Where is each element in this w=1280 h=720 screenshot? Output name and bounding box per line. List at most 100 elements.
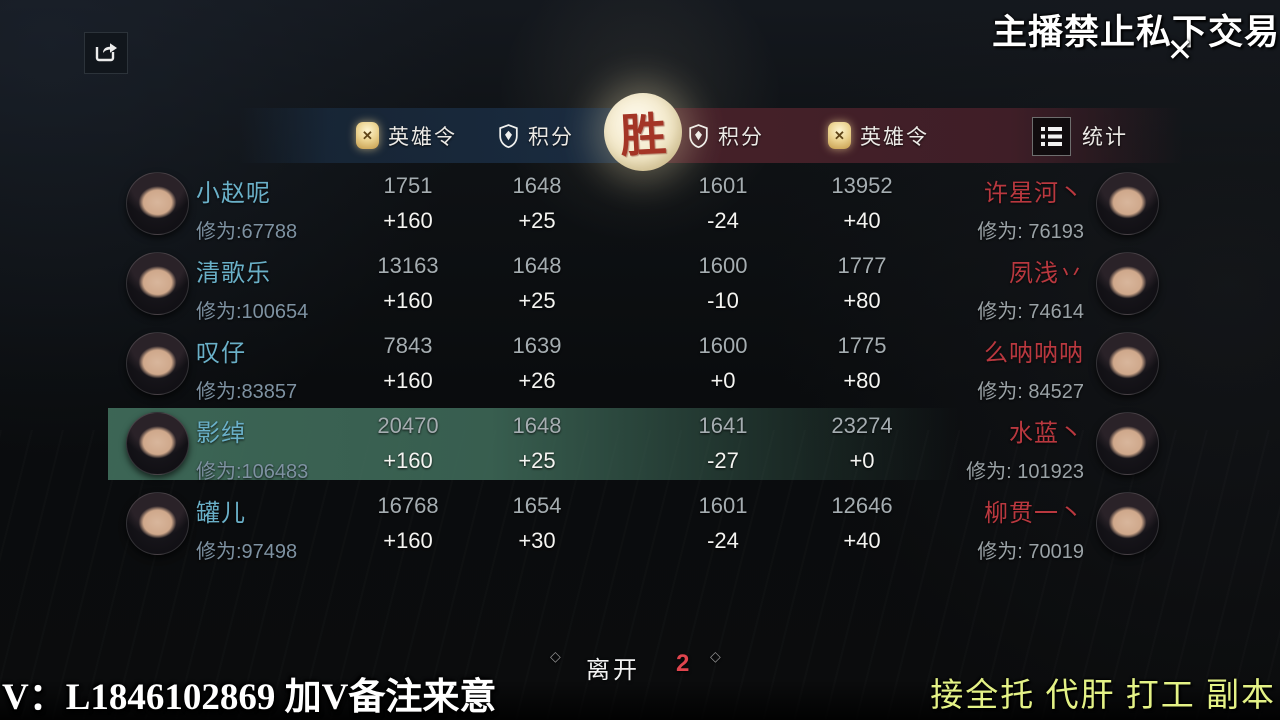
diamond-ornament: ◇	[710, 648, 721, 664]
score-row: 叹仔 修为:83857 7843 +160 1639 +26 1600 +0 1…	[108, 328, 1172, 403]
stat-value: 1601	[698, 493, 748, 518]
stat-score-left: 1639 +26	[467, 333, 607, 394]
player-avatar-left[interactable]	[126, 332, 189, 395]
stat-value: 20470	[377, 413, 439, 438]
stat-delta: -27	[707, 448, 739, 473]
stat-score-right: 1600 -10	[653, 253, 793, 314]
player-cultivation-left: 修为:83857	[196, 381, 298, 403]
stat-score-left: 1648 +25	[467, 413, 607, 474]
player-info-right: 夙浅丷 修为: 74614	[977, 253, 1084, 324]
stat-delta: +160	[383, 288, 433, 313]
stat-delta: +160	[383, 368, 433, 393]
header-label: 积分	[528, 125, 574, 149]
player-name-left: 小赵呢	[196, 180, 271, 207]
stat-value: 13163	[377, 253, 439, 278]
stat-heroic-order-right: 1777 +80	[792, 253, 932, 314]
blue-team-band	[238, 108, 643, 163]
player-avatar-left[interactable]	[126, 172, 189, 235]
player-avatar-right[interactable]	[1096, 252, 1159, 315]
stat-value: 1639	[512, 333, 562, 358]
share-icon	[93, 39, 119, 68]
player-avatar-right[interactable]	[1096, 172, 1159, 235]
stat-heroic-order-right: 23274 +0	[792, 413, 932, 474]
player-avatar-right[interactable]	[1096, 492, 1159, 555]
player-name-right: 许星河丶	[984, 180, 1084, 207]
player-avatar-left[interactable]	[126, 492, 189, 555]
stat-delta: +26	[518, 368, 556, 393]
stat-score-left: 1648 +25	[467, 173, 607, 234]
player-cultivation-right: 修为: 101923	[966, 461, 1084, 483]
stream-ad-bottom-right: 接全托 代肝 打工 副本	[930, 678, 1276, 714]
stat-value: 13952	[831, 173, 893, 198]
stream-watermark-bottom-left: V：L1846102869 加V备注来意	[2, 677, 497, 718]
heroic-order-coin-icon: ✕	[356, 122, 379, 149]
header-label: 积分	[718, 125, 764, 149]
stats-button-label: 统计	[1082, 126, 1128, 149]
stat-value: 1648	[512, 413, 562, 438]
red-team-band	[643, 108, 1183, 163]
player-avatar-left[interactable]	[126, 412, 189, 475]
player-cultivation-left: 修为:106483	[196, 461, 309, 483]
stat-heroic-order-left: 1751 +160	[338, 173, 478, 234]
stat-delta: +160	[383, 448, 433, 473]
player-name-right: 柳贯一丶	[984, 500, 1084, 527]
stat-value: 1601	[698, 173, 748, 198]
stat-heroic-order-right: 12646 +40	[792, 493, 932, 554]
stat-delta: +160	[383, 208, 433, 233]
leave-countdown: 2	[676, 650, 690, 677]
stat-value: 1600	[698, 253, 748, 278]
stat-delta: +25	[518, 288, 556, 313]
player-cultivation-left: 修为:67788	[196, 221, 298, 243]
stat-heroic-order-left: 7843 +160	[338, 333, 478, 394]
stat-delta: +80	[843, 368, 881, 393]
player-name-left: 影绰	[196, 420, 246, 447]
close-icon[interactable]: ✕	[1166, 32, 1194, 68]
player-avatar-left[interactable]	[126, 252, 189, 315]
score-header-band: ✕ 英雄令 积分 积分 ✕ 英雄令	[0, 108, 1280, 163]
stats-button[interactable]: 统计	[1032, 116, 1128, 156]
player-avatar-right[interactable]	[1096, 332, 1159, 395]
heroic-order-coin-icon: ✕	[828, 122, 851, 149]
player-info-left: 叹仔 修为:83857	[196, 333, 297, 404]
stat-value: 12646	[831, 493, 893, 518]
score-shield-icon	[498, 123, 519, 149]
stat-delta: +0	[710, 368, 736, 393]
player-name-left: 清歌乐	[196, 260, 271, 287]
stat-heroic-order-left: 16768 +160	[338, 493, 478, 554]
player-name-left: 罐儿	[196, 500, 246, 527]
player-name-left: 叹仔	[196, 340, 246, 367]
player-info-right: 许星河丶 修为: 76193	[977, 173, 1084, 244]
player-cultivation-right: 修为: 70019	[977, 541, 1084, 563]
stat-value: 1600	[698, 333, 748, 358]
stat-value: 1777	[837, 253, 887, 278]
stat-delta: +80	[843, 288, 881, 313]
score-shield-icon	[688, 123, 709, 149]
header-label: 英雄令	[860, 125, 929, 149]
player-cultivation-left: 修为:100654	[196, 301, 309, 323]
player-cultivation-right: 修为: 76193	[977, 221, 1084, 243]
score-row: 小赵呢 修为:67788 1751 +160 1648 +25 1601 -24…	[108, 168, 1172, 243]
player-cultivation-left: 修为:97498	[196, 541, 298, 563]
stat-score-right: 1641 -27	[653, 413, 793, 474]
stat-value: 1775	[837, 333, 887, 358]
player-info-right: 柳贯一丶 修为: 70019	[977, 493, 1084, 564]
player-name-right: 水蓝丶	[1009, 420, 1084, 447]
header-left-score: 积分	[498, 108, 574, 163]
player-info-left: 小赵呢 修为:67788	[196, 173, 297, 244]
list-icon	[1032, 116, 1071, 156]
stat-heroic-order-right: 13952 +40	[792, 173, 932, 234]
player-info-left: 清歌乐 修为:100654	[196, 253, 308, 324]
stat-delta: +0	[849, 448, 875, 473]
stat-value: 7843	[383, 333, 433, 358]
stat-value: 1648	[512, 253, 562, 278]
stat-delta: +30	[518, 528, 556, 553]
player-info-right: 么呐呐呐 修为: 84527	[977, 333, 1084, 404]
player-name-right: 么呐呐呐	[984, 340, 1084, 367]
header-right-heroic-order: ✕ 英雄令	[828, 108, 929, 163]
leave-button[interactable]: 离开	[586, 657, 640, 684]
stat-delta: +160	[383, 528, 433, 553]
player-cultivation-right: 修为: 84527	[977, 381, 1084, 403]
player-avatar-right[interactable]	[1096, 412, 1159, 475]
share-button[interactable]	[84, 32, 128, 74]
stat-score-right: 1601 -24	[653, 173, 793, 234]
